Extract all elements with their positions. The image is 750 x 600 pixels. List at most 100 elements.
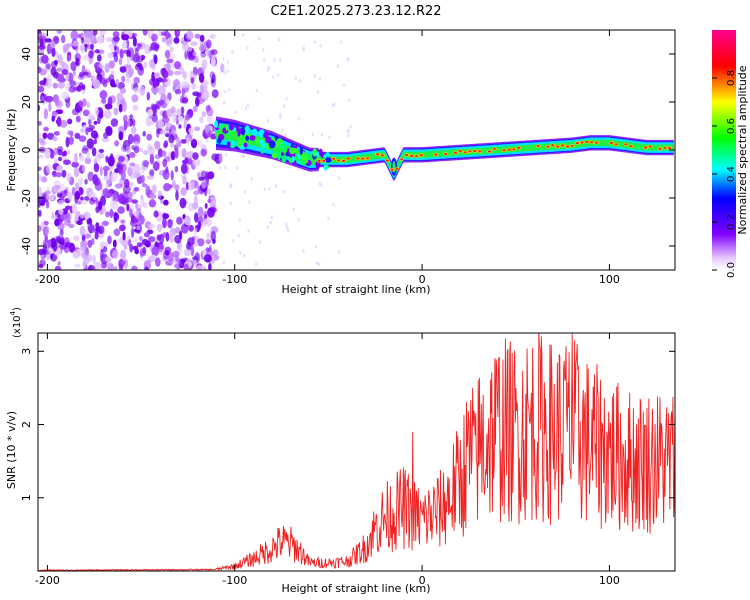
top-x-tick-label: -200 bbox=[35, 273, 60, 286]
noise-blob bbox=[142, 246, 147, 254]
noise-blob bbox=[162, 232, 168, 238]
noise-blob bbox=[142, 160, 149, 168]
noise-blob bbox=[56, 192, 63, 198]
noise-blob bbox=[207, 188, 211, 196]
noise-blob bbox=[181, 148, 187, 159]
noise-blob bbox=[48, 102, 52, 112]
noise-blob bbox=[172, 179, 176, 189]
ridge-blob bbox=[262, 132, 269, 139]
noise-blob bbox=[175, 136, 181, 148]
colorbar-gradient bbox=[712, 30, 736, 270]
noise-blob bbox=[117, 164, 123, 175]
noise-dot bbox=[242, 154, 246, 159]
noise-dot bbox=[281, 128, 284, 132]
noise-blob bbox=[174, 184, 180, 192]
noise-blob bbox=[129, 208, 133, 218]
ridge-peak bbox=[468, 150, 472, 153]
noise-blob bbox=[178, 230, 183, 240]
noise-blob bbox=[90, 33, 97, 44]
noise-blob bbox=[167, 252, 174, 263]
noise-dot bbox=[222, 57, 225, 61]
noise-blob bbox=[201, 111, 206, 118]
noise-blob bbox=[170, 143, 175, 148]
noise-blob bbox=[84, 44, 88, 53]
ridge-green bbox=[216, 127, 674, 177]
noise-blob bbox=[63, 189, 67, 194]
noise-dot bbox=[302, 46, 305, 50]
ridge-peak bbox=[556, 145, 560, 148]
noise-blob bbox=[75, 57, 79, 66]
colorbar-tick-label: 0.6 bbox=[726, 118, 737, 134]
noise-blob bbox=[79, 225, 86, 237]
noise-dot bbox=[246, 45, 249, 50]
noise-blob bbox=[166, 58, 174, 64]
noise-blob bbox=[55, 172, 63, 178]
ridge-peak bbox=[332, 157, 336, 160]
colorbar-tick-label: 0.4 bbox=[726, 166, 737, 182]
noise-blob bbox=[146, 175, 154, 180]
noise-blob bbox=[74, 263, 81, 268]
top-y-tick-label: 40 bbox=[20, 47, 33, 61]
noise-blob bbox=[205, 239, 212, 244]
noise-dot bbox=[279, 113, 282, 117]
ridge-peak bbox=[400, 158, 404, 161]
ridge-peak bbox=[643, 146, 648, 149]
noise-blob bbox=[204, 214, 208, 220]
noise-blob bbox=[204, 203, 208, 209]
noise-blob bbox=[154, 242, 160, 247]
snr-scale-label: (x104) bbox=[9, 307, 23, 338]
noise-blob bbox=[98, 148, 105, 154]
noise-blob bbox=[104, 103, 113, 110]
noise-blob bbox=[177, 115, 184, 122]
noise-blob bbox=[123, 114, 128, 123]
noise-dot bbox=[313, 40, 317, 44]
noise-dot bbox=[298, 79, 301, 83]
noise-blob bbox=[113, 53, 119, 63]
noise-blob bbox=[134, 47, 139, 56]
noise-blob bbox=[195, 96, 200, 107]
noise-blob bbox=[87, 264, 96, 270]
noise-dot bbox=[266, 68, 270, 72]
noise-blob bbox=[172, 250, 180, 258]
noise-blob bbox=[197, 206, 204, 218]
noise-blob bbox=[118, 263, 124, 270]
noise-blob bbox=[82, 260, 87, 269]
ridge-blob bbox=[241, 127, 246, 136]
noise-blob bbox=[70, 30, 79, 41]
noise-blob bbox=[143, 149, 149, 155]
noise-blob bbox=[55, 236, 62, 242]
noise-blob bbox=[54, 265, 62, 270]
noise-blob bbox=[92, 30, 98, 36]
noise-blob bbox=[119, 49, 124, 59]
noise-dot bbox=[272, 75, 275, 79]
noise-blob bbox=[54, 59, 58, 66]
noise-blob bbox=[38, 131, 42, 140]
noise-blob bbox=[128, 152, 136, 158]
noise-blob bbox=[143, 232, 151, 238]
noise-dot bbox=[285, 225, 289, 230]
noise-blob bbox=[154, 154, 161, 160]
noise-blob bbox=[174, 165, 179, 173]
noise-blob bbox=[220, 63, 225, 73]
noise-blob bbox=[72, 40, 80, 47]
noise-blob bbox=[71, 108, 79, 116]
bottom-x-tick-label: -100 bbox=[222, 574, 247, 587]
noise-blob bbox=[206, 114, 214, 125]
ridge-peak bbox=[658, 147, 662, 150]
noise-blob bbox=[210, 57, 216, 68]
ridge-peak bbox=[507, 148, 511, 151]
noise-blob bbox=[135, 203, 139, 209]
noise-blob bbox=[113, 45, 117, 51]
noise-dot bbox=[285, 97, 288, 101]
noise-blob bbox=[45, 200, 50, 209]
noise-blob bbox=[208, 196, 217, 207]
bottom-x-tick-label: -200 bbox=[35, 574, 60, 587]
noise-blob bbox=[95, 49, 100, 54]
noise-blob bbox=[119, 66, 127, 73]
noise-blob bbox=[148, 254, 157, 262]
noise-blob bbox=[125, 78, 131, 84]
noise-blob bbox=[133, 87, 141, 94]
noise-blob bbox=[58, 156, 62, 162]
noise-blob bbox=[186, 137, 191, 146]
noise-blob bbox=[129, 162, 136, 167]
